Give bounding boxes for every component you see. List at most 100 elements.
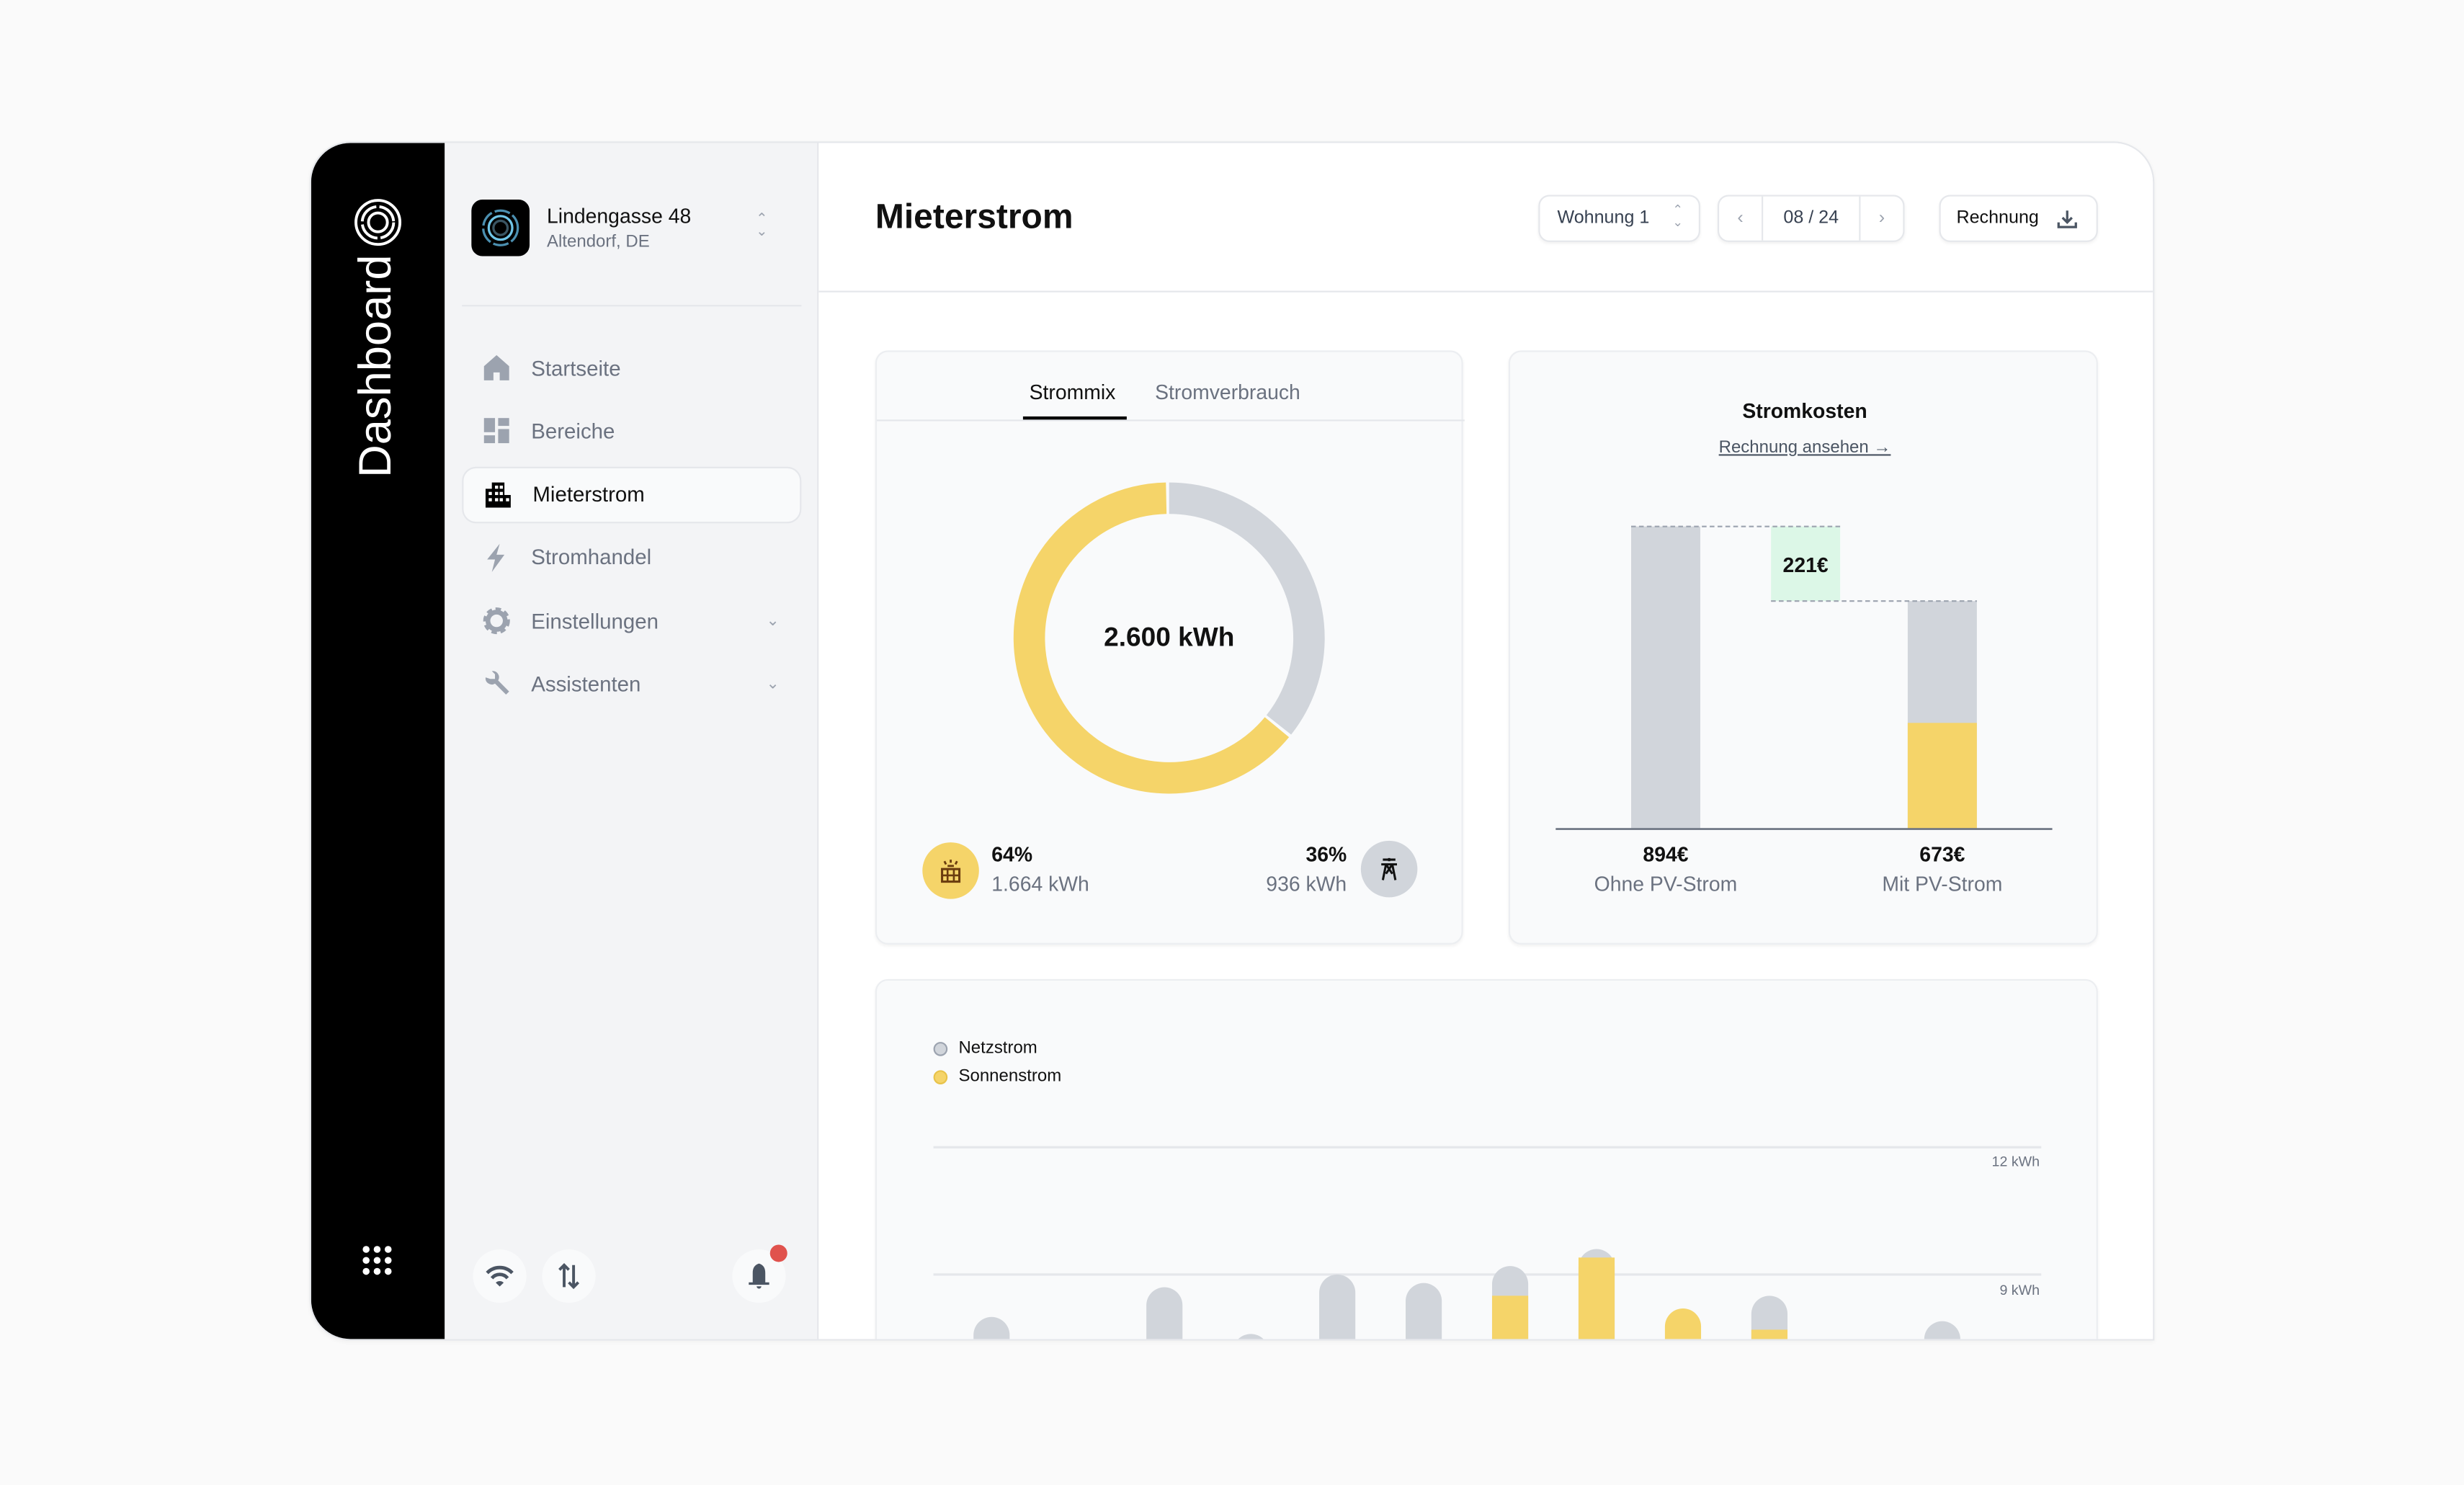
transfer-arrows-icon bbox=[558, 1263, 580, 1290]
savings-label: 221€ bbox=[1782, 553, 1829, 577]
property-switcher[interactable]: Lindengasse 48 Altendorf, DE ⌃ ⌄ bbox=[471, 200, 785, 259]
solar-percent: 64% bbox=[991, 842, 1033, 866]
bar bbox=[1751, 1296, 1788, 1339]
legend-label: Sonnenstrom bbox=[958, 1066, 1062, 1087]
sidebar-item-label: Einstellungen bbox=[531, 609, 659, 633]
sidebar-item-assistenten[interactable]: Assistenten ⌄ bbox=[462, 656, 801, 713]
period-value: 08 / 24 bbox=[1783, 209, 1839, 228]
savings-bar bbox=[1771, 526, 1841, 602]
property-logo bbox=[471, 200, 530, 257]
unit-select-value: Wohnung 1 bbox=[1557, 209, 1650, 228]
sidebar-item-label: Startseite bbox=[531, 356, 621, 380]
chevron-down-icon: ⌄ bbox=[766, 612, 780, 630]
concentric-rings-icon[interactable] bbox=[354, 198, 403, 247]
bar-netzstrom bbox=[1238, 1334, 1264, 1339]
solar-badge bbox=[922, 842, 979, 899]
sidebar-item-label: Assistenten bbox=[531, 672, 641, 697]
sidebar-item-mieterstrom[interactable]: Mieterstrom bbox=[462, 465, 802, 523]
sidebar-item-label: Mieterstrom bbox=[532, 482, 645, 507]
bell-icon bbox=[749, 1263, 769, 1289]
bar-sonnenstrom bbox=[1491, 1296, 1529, 1339]
bar bbox=[973, 1316, 1010, 1339]
page-header: Mieterstrom Wohnung 1 ⌃ ⌄ ‹ 08 / 24 › Rec… bbox=[818, 143, 2153, 293]
bar bbox=[1664, 1308, 1702, 1339]
next-period-button[interactable]: › bbox=[1859, 196, 1903, 241]
active-tab-indicator bbox=[1022, 416, 1127, 420]
donut-chart bbox=[1013, 482, 1325, 794]
invoice-button-label: Rechnung bbox=[1956, 209, 2039, 228]
previous-period-button[interactable]: ‹ bbox=[1719, 196, 1764, 241]
bolt-icon bbox=[481, 542, 512, 574]
donut-segment-sonnenstrom bbox=[1013, 482, 1325, 794]
bar-sonnenstrom bbox=[1751, 1329, 1788, 1339]
solar-kwh: 1.664 kWh bbox=[991, 872, 1089, 896]
bar-netzstrom bbox=[1319, 1274, 1356, 1339]
cost-label-without-pv: Ohne PV-Strom bbox=[1594, 872, 1738, 896]
cost-title: Stromkosten bbox=[1742, 399, 1867, 423]
cost-label-with-pv: Mit PV-Strom bbox=[1882, 872, 2003, 896]
cost-value-with-pv: 673€ bbox=[1919, 842, 1965, 866]
sidebar-item-bereiche[interactable]: Bereiche bbox=[462, 403, 801, 460]
donut-segment-netzstrom bbox=[1013, 482, 1325, 794]
y-tick-12: 12 kWh bbox=[1991, 1153, 2040, 1169]
consumption-bar-chart bbox=[933, 1146, 2042, 1339]
notifications-button[interactable] bbox=[732, 1244, 787, 1303]
divider bbox=[462, 305, 802, 307]
bar-sonnenstrom bbox=[1578, 1257, 1615, 1339]
property-location: Altendorf, DE bbox=[547, 232, 650, 251]
building-icon bbox=[483, 478, 514, 510]
legend-swatch bbox=[933, 1040, 948, 1056]
wifi-icon bbox=[486, 1265, 514, 1287]
rail-title: Dashboard bbox=[351, 254, 402, 478]
bar bbox=[1406, 1283, 1442, 1339]
period-stepper: ‹ 08 / 24 › bbox=[1717, 195, 1905, 242]
chevron-down-icon: ⌄ bbox=[766, 675, 780, 693]
sidebar-item-einstellungen[interactable]: Einstellungen ⌄ bbox=[462, 593, 801, 650]
cost-bar-solar bbox=[1907, 723, 1977, 829]
grid-percent: 36% bbox=[1305, 842, 1347, 866]
invoice-download-button[interactable]: Rechnung bbox=[1939, 195, 2098, 242]
view-invoice-link[interactable]: Rechnung ansehen → bbox=[1718, 438, 1891, 458]
grid-dots-icon[interactable] bbox=[362, 1244, 393, 1276]
tab-strommix[interactable]: Strommix bbox=[1029, 380, 1116, 404]
sidebar: Lindengasse 48 Altendorf, DE ⌃ ⌄ Startsei… bbox=[445, 143, 819, 1339]
wrench-icon bbox=[481, 669, 512, 700]
cost-comparison-chart bbox=[1555, 525, 2053, 830]
property-name: Lindengasse 48 bbox=[547, 204, 692, 228]
grid-kwh: 936 kWh bbox=[1266, 872, 1347, 896]
bar bbox=[1491, 1266, 1529, 1339]
notification-badge bbox=[769, 1244, 787, 1262]
main-content: Mieterstrom Wohnung 1 ⌃ ⌄ ‹ 08 / 24 › Rec… bbox=[818, 143, 2153, 1339]
sidebar-item-startseite[interactable]: Startseite bbox=[462, 339, 801, 396]
bar bbox=[1146, 1287, 1183, 1339]
page-title: Mieterstrom bbox=[875, 196, 1073, 236]
home-icon bbox=[481, 352, 512, 384]
legend-swatch bbox=[933, 1069, 948, 1084]
download-icon bbox=[2057, 210, 2077, 228]
solar-panel-icon bbox=[941, 860, 961, 883]
gear-icon bbox=[481, 605, 512, 637]
bar-netzstrom bbox=[1924, 1321, 1960, 1339]
dashboard-tiles-icon bbox=[481, 415, 512, 447]
sidebar-item-label: Bereiche bbox=[531, 419, 615, 443]
sidebar-item-stromhandel[interactable]: Stromhandel bbox=[462, 530, 801, 587]
bar-netzstrom bbox=[1664, 1308, 1702, 1339]
cost-bar-total bbox=[1631, 526, 1700, 829]
bar bbox=[1319, 1274, 1356, 1339]
app-rail: Dashboard bbox=[311, 143, 445, 1339]
bar-netzstrom bbox=[1146, 1287, 1183, 1339]
energy-cost-card: Stromkosten Rechnung ansehen → 221€ 894€… bbox=[1508, 350, 2098, 945]
wifi-button[interactable] bbox=[473, 1249, 527, 1303]
cost-value-without-pv: 894€ bbox=[1643, 842, 1689, 866]
consumption-chart-card: Netzstrom Sonnenstrom 12 kWh 9 kWh bbox=[875, 978, 2098, 1339]
bar-netzstrom bbox=[1751, 1296, 1788, 1339]
sidebar-item-label: Stromhandel bbox=[531, 545, 652, 570]
unit-select[interactable]: Wohnung 1 ⌃ ⌄ bbox=[1538, 195, 1700, 242]
bar-netzstrom bbox=[1406, 1283, 1442, 1339]
legend-netzstrom: Netzstrom bbox=[933, 1038, 1037, 1058]
legend-label: Netzstrom bbox=[958, 1038, 1037, 1058]
tab-stromverbrauch[interactable]: Stromverbrauch bbox=[1155, 380, 1300, 404]
app-window: Dashboard Lindengasse 48 Altendorf, DE ⌃… bbox=[309, 141, 2155, 1341]
chevron-up-down-icon: ⌃ ⌄ bbox=[756, 210, 768, 239]
transfer-button[interactable] bbox=[542, 1249, 596, 1303]
